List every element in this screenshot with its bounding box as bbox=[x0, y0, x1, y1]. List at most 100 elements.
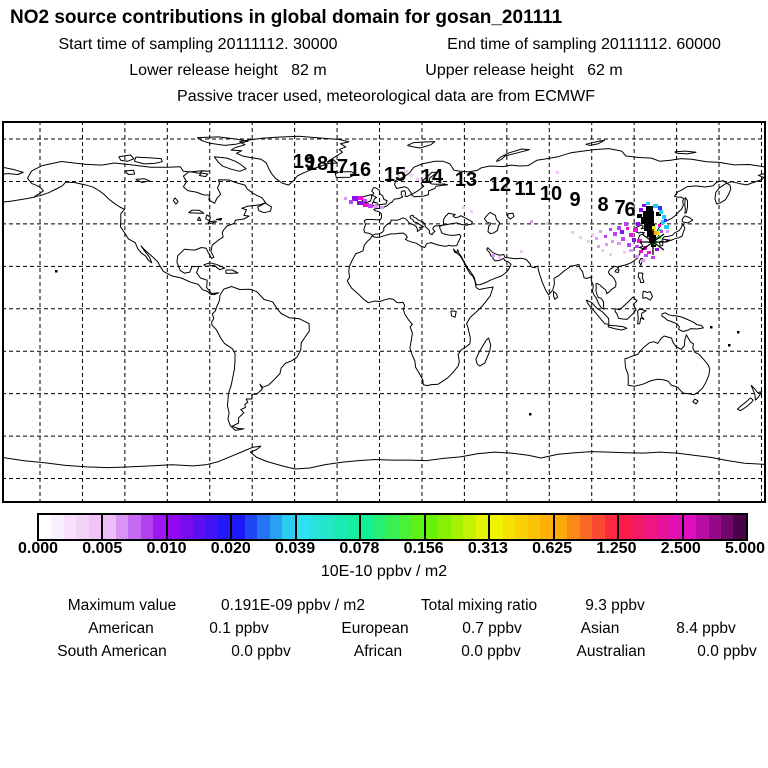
plume-cell bbox=[658, 206, 662, 210]
coastline bbox=[661, 223, 686, 241]
stat-value: Total mixing ratio bbox=[420, 597, 538, 614]
coastline bbox=[750, 384, 763, 401]
upper-release-label: Upper release height 62 m bbox=[425, 62, 623, 79]
plume-cell bbox=[349, 200, 353, 204]
coastline bbox=[196, 136, 249, 146]
colorbar-cell bbox=[115, 515, 129, 539]
colorbar-cell bbox=[205, 515, 218, 539]
coastline bbox=[607, 324, 628, 331]
colorbar-cell bbox=[656, 515, 670, 539]
plume-cell bbox=[651, 256, 655, 259]
stat-value: Maximum value bbox=[67, 597, 177, 614]
plume-cell bbox=[655, 248, 659, 251]
plume-cell bbox=[357, 201, 363, 205]
plume-cell bbox=[643, 211, 654, 217]
colorbar-cell bbox=[244, 515, 258, 539]
coastline bbox=[665, 239, 670, 243]
trajectory-hour-label: 12 bbox=[489, 174, 511, 196]
sampling-start-label: Start time of sampling 20111112. 30000 bbox=[58, 36, 338, 53]
plume-cell bbox=[404, 170, 408, 173]
tracer-note: Passive tracer used, meteorological data… bbox=[177, 88, 595, 105]
plume-cell bbox=[492, 254, 495, 257]
colorbar-cell bbox=[592, 515, 605, 539]
colorbar-cell bbox=[103, 515, 116, 539]
colorbar-tick-label: 0.625 bbox=[532, 540, 573, 557]
plume-cell bbox=[595, 237, 598, 240]
colorbar-tick-label: 2.500 bbox=[660, 540, 701, 557]
plume-cell bbox=[368, 204, 373, 208]
trajectory-hour-label: 18 bbox=[306, 153, 328, 175]
colorbar-tick-label: 1.250 bbox=[596, 540, 637, 557]
island-dot bbox=[55, 270, 58, 273]
stat-value: Asian bbox=[580, 620, 620, 637]
plume-cell bbox=[641, 217, 654, 224]
plume-cell bbox=[470, 210, 473, 213]
island-dot bbox=[529, 413, 532, 416]
plume-cell bbox=[624, 222, 628, 226]
plume-cell bbox=[352, 196, 358, 201]
colorbar-cell bbox=[128, 515, 141, 539]
plume-cell bbox=[597, 245, 600, 248]
colorbar-cell bbox=[733, 515, 746, 539]
plume-cell bbox=[587, 240, 590, 243]
stat-value: 0.1 ppbv bbox=[209, 620, 269, 637]
colorbar-tick-label: 0.078 bbox=[339, 540, 380, 557]
plume-cell bbox=[636, 222, 640, 226]
plume-cell bbox=[632, 238, 636, 242]
colorbar-cell bbox=[192, 515, 206, 539]
colorbar-cell bbox=[269, 515, 283, 539]
stat-value: Australian bbox=[576, 643, 646, 660]
plot-title: NO2 source contributions in global domai… bbox=[10, 7, 563, 28]
coastline bbox=[681, 215, 694, 224]
plume-cell bbox=[627, 243, 631, 247]
stat-value: South American bbox=[57, 643, 167, 660]
plume-cell bbox=[664, 219, 667, 222]
colorbar-cell bbox=[619, 515, 632, 539]
colorbar-cell bbox=[696, 515, 709, 539]
coastline bbox=[124, 169, 136, 175]
plume-cell bbox=[637, 239, 642, 243]
colorbar-segment bbox=[488, 515, 553, 539]
colorbar-cell bbox=[334, 515, 347, 539]
plume-cell bbox=[647, 231, 656, 237]
colorbar-cell bbox=[398, 515, 412, 539]
colorbar bbox=[37, 513, 748, 541]
colorbar-cell bbox=[63, 515, 77, 539]
plume-cell bbox=[363, 203, 369, 207]
stat-value: 0.7 ppbv bbox=[462, 620, 522, 637]
plume-cell bbox=[637, 214, 642, 218]
colorbar-cell bbox=[450, 515, 464, 539]
coastline bbox=[483, 211, 501, 235]
coastline bbox=[135, 178, 150, 183]
plume-cell bbox=[629, 233, 633, 237]
colorbar-cell bbox=[167, 515, 181, 539]
plume-cell bbox=[646, 206, 653, 211]
plume-cell bbox=[530, 220, 533, 223]
plume-cell bbox=[620, 230, 624, 234]
coastline bbox=[257, 202, 272, 214]
coastline bbox=[213, 156, 247, 172]
sampling-end-label: End time of sampling 20111112. 60000 bbox=[447, 36, 721, 53]
colorbar-tick-label: 0.005 bbox=[82, 540, 123, 557]
colorbar-cell bbox=[631, 515, 645, 539]
colorbar-cell bbox=[232, 515, 245, 539]
colorbar-cell bbox=[579, 515, 593, 539]
colorbar-cell bbox=[683, 515, 697, 539]
plume-cell bbox=[571, 231, 574, 234]
trajectory-hour-label: 8 bbox=[597, 194, 608, 216]
trajectory-hour-label: 11 bbox=[514, 178, 535, 200]
coastline bbox=[661, 312, 704, 332]
coastline bbox=[450, 310, 457, 318]
plume-cell bbox=[545, 222, 548, 225]
plume-cell bbox=[658, 224, 661, 227]
colorbar-cell bbox=[180, 515, 193, 539]
coastline bbox=[496, 148, 530, 163]
colorbar-tick-label: 0.156 bbox=[403, 540, 444, 557]
coastline bbox=[2, 196, 37, 203]
plume-cell bbox=[635, 255, 639, 258]
colorbar-cell bbox=[257, 515, 270, 539]
plume-cell bbox=[626, 227, 629, 230]
coastline bbox=[207, 220, 218, 225]
lower-release-label: Lower release height 82 m bbox=[129, 62, 327, 79]
